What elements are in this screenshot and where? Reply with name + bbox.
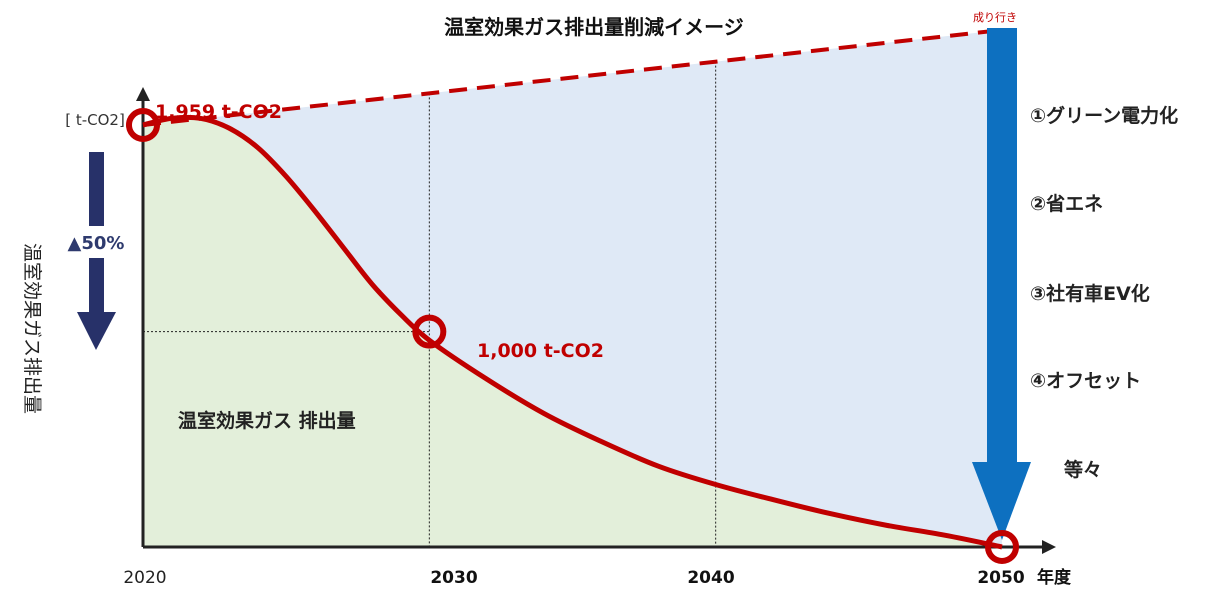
- chart-title: 温室効果ガス排出量削減イメージ: [444, 15, 744, 39]
- reduction-arrow-head: [972, 462, 1031, 540]
- small-arrow-lower: [89, 258, 104, 314]
- unit-label: [ t-CO2]: [65, 111, 125, 129]
- reduction-arrow-shaft: [987, 28, 1017, 462]
- y-axis-label: 温室効果ガス排出量: [21, 243, 43, 414]
- measure-offset: ④オフセット: [1030, 370, 1141, 392]
- measure-ev: ③社有車EV化: [1030, 282, 1150, 305]
- markers: [126, 107, 1019, 564]
- baseline-series-label: 成り行き: [973, 11, 1017, 24]
- emission-area-label: 温室効果ガス 排出量: [178, 409, 356, 432]
- x-tick-2030: 2030: [430, 568, 477, 588]
- measure-energy-saving: ②省エネ: [1030, 193, 1103, 215]
- series-line-baseline: [142, 28, 1003, 127]
- x-axis-arrowhead: [1042, 540, 1056, 554]
- marker-2050: [985, 530, 1019, 564]
- reduction-area: [143, 30, 1002, 547]
- measure-green-power: ①グリーン電力化: [1030, 104, 1178, 127]
- marker-2020: [126, 107, 160, 142]
- series-line-target: [142, 114, 1003, 550]
- x-tick-2040: 2040: [687, 568, 734, 588]
- marker-2030: [412, 314, 447, 349]
- x-tick-2050: 2050: [977, 568, 1024, 588]
- measure-etc: 等々: [1063, 458, 1102, 481]
- small-arrow-upper: [89, 152, 104, 226]
- x-axis-label: 年度: [1037, 567, 1072, 588]
- emission-area: [143, 117, 1002, 547]
- small-arrow-head: [77, 312, 116, 350]
- x-tick-2020: 2020: [123, 568, 166, 588]
- y-axis-arrowhead: [136, 87, 150, 101]
- reduction-label: ▲50%: [68, 233, 125, 254]
- point-label-2020: 1,959 t-CO2: [155, 101, 282, 123]
- point-label-2030: 1,000 t-CO2: [477, 340, 604, 362]
